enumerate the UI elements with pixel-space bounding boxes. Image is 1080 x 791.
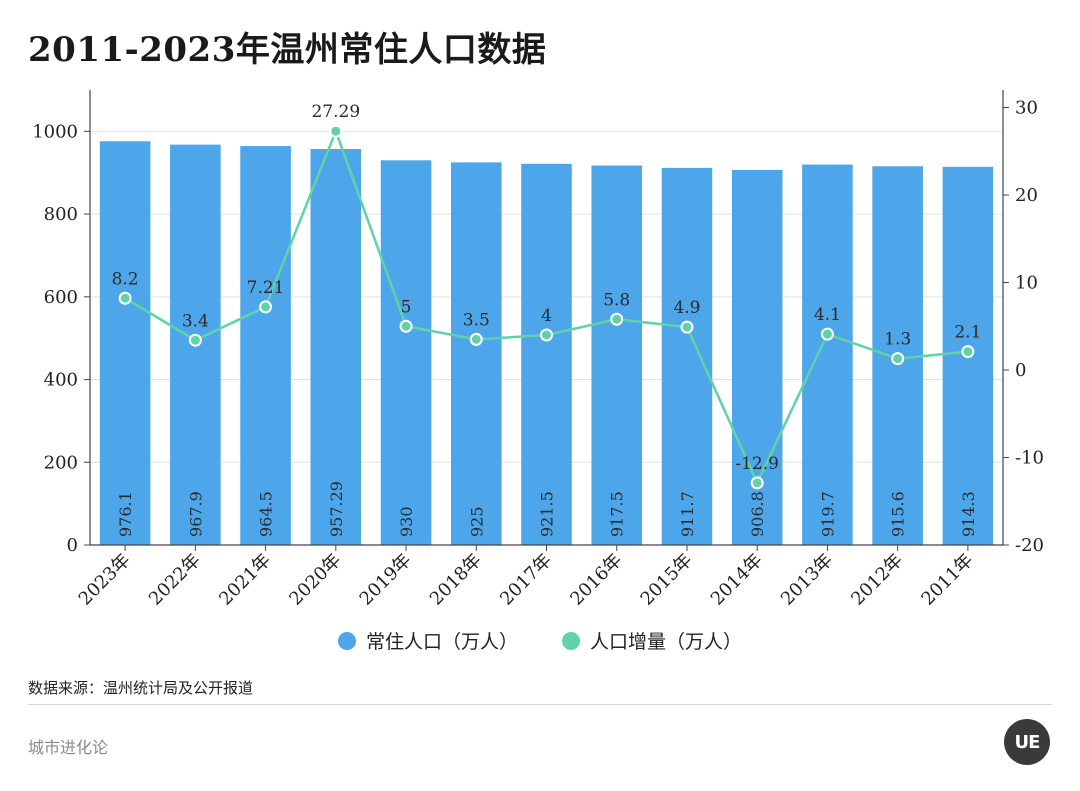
line-point bbox=[540, 328, 553, 342]
legend-label-population: 常住人口（万人） bbox=[365, 631, 518, 653]
legend-swatch-population bbox=[337, 631, 356, 650]
line-point-label: 4.9 bbox=[673, 298, 700, 318]
line-point bbox=[820, 327, 834, 341]
bar-label: 967.9 bbox=[186, 491, 205, 537]
line-point bbox=[750, 476, 764, 490]
line-point-label: 5.8 bbox=[603, 290, 630, 310]
line-point bbox=[259, 300, 273, 314]
y-left-tick-label: 400 bbox=[44, 370, 78, 391]
line-series bbox=[118, 124, 975, 490]
line-point-label: 8.2 bbox=[112, 269, 139, 289]
line-point bbox=[118, 291, 132, 305]
x-tick-label: 2019年 bbox=[356, 550, 416, 610]
y-left-tick-label: 1000 bbox=[32, 121, 78, 142]
bar-label: 917.5 bbox=[608, 491, 627, 537]
bar bbox=[521, 163, 572, 545]
x-tick-label: 2018年 bbox=[426, 550, 486, 610]
line-point-label: 3.4 bbox=[182, 311, 209, 331]
x-tick-label: 2017年 bbox=[496, 550, 556, 610]
bar-label: 925 bbox=[467, 506, 486, 537]
x-tick-label: 2013年 bbox=[777, 550, 837, 610]
line-point-label: 4.1 bbox=[814, 305, 841, 325]
x-tick-label: 2021年 bbox=[215, 550, 275, 610]
y-left-tick-label: 0 bbox=[67, 535, 78, 556]
bar bbox=[591, 165, 643, 545]
line-point-label: 5 bbox=[401, 297, 412, 317]
legend-swatch-increment bbox=[562, 631, 580, 650]
page-title: 2011-2023年温州常住人口数据 bbox=[28, 30, 547, 70]
bar-label: 919.7 bbox=[818, 491, 837, 537]
x-tick-label: 2020年 bbox=[285, 550, 345, 610]
line-point bbox=[961, 345, 975, 359]
bar-label: 906.8 bbox=[748, 491, 767, 537]
y-right-tick-label: 30 bbox=[1015, 98, 1038, 119]
x-tick-label: 2016年 bbox=[566, 550, 626, 610]
legend: 常住人口（万人） 人口增量（万人） bbox=[0, 627, 1080, 654]
bar bbox=[99, 141, 151, 545]
y-left-tick-label: 800 bbox=[44, 204, 78, 225]
line-point bbox=[891, 352, 905, 366]
line-labels: 8.2 3.4 7.21 27.29 5 3.5 4 5.8 4.9 -12.9 4.1 1.3 2.1 bbox=[112, 102, 982, 474]
x-tick-label: 2012年 bbox=[847, 550, 907, 610]
data-source-note: 数据来源：温州统计局及公开报道 bbox=[28, 679, 254, 697]
y-right-tick-label: 0 bbox=[1015, 360, 1026, 381]
line-point-label: 7.21 bbox=[247, 278, 285, 298]
line-point bbox=[610, 312, 624, 326]
bar bbox=[240, 146, 291, 545]
bar bbox=[380, 160, 432, 545]
legend-item-increment[interactable]: 人口增量（万人） bbox=[562, 627, 742, 654]
x-tick-label: 2014年 bbox=[707, 550, 767, 610]
x-tick-label: 2015年 bbox=[637, 550, 697, 610]
line-point-label: 27.29 bbox=[311, 102, 360, 122]
line-point bbox=[399, 319, 413, 333]
bar-label: 976.1 bbox=[116, 491, 135, 537]
bar bbox=[310, 149, 362, 546]
line-point bbox=[188, 333, 202, 347]
legend-item-population[interactable]: 常住人口（万人） bbox=[337, 627, 518, 654]
y-right-tick-label: -20 bbox=[1015, 535, 1044, 556]
x-tick-label: 2023年 bbox=[75, 550, 135, 610]
line-point-label: 1.3 bbox=[884, 330, 911, 350]
line-point-label: 4 bbox=[541, 306, 552, 326]
bar-labels: 976.1 967.9 964.5 957.29 930 925 921.5 917.5 911… bbox=[116, 481, 978, 537]
bar-label: 957.29 bbox=[327, 481, 346, 537]
bar bbox=[802, 164, 853, 545]
bar-series bbox=[99, 141, 994, 546]
y-left-tick-label: 600 bbox=[44, 287, 78, 308]
line-point bbox=[680, 320, 694, 334]
x-tick-labels: 2023年 2022年 2021年 2020年 2019年 2018年 2017年 2016年… bbox=[75, 545, 977, 610]
line-point-label: -12.9 bbox=[735, 454, 779, 474]
brand-logo: UE bbox=[1004, 719, 1050, 765]
line-point bbox=[469, 332, 483, 346]
divider bbox=[28, 704, 1052, 705]
y-right-tick-label: 10 bbox=[1015, 273, 1038, 294]
y-left-tick-label: 200 bbox=[44, 452, 78, 473]
bar bbox=[661, 167, 713, 545]
line-point bbox=[329, 124, 343, 138]
y-right-tick-label: -10 bbox=[1015, 448, 1044, 469]
bar-label: 914.3 bbox=[959, 491, 978, 537]
bar-label: 921.5 bbox=[538, 491, 557, 537]
bar-label: 930 bbox=[397, 506, 416, 537]
footer-brand: 城市进化论 bbox=[28, 738, 109, 757]
legend-label-increment: 人口增量（万人） bbox=[590, 631, 743, 653]
bar-label: 964.5 bbox=[257, 491, 276, 537]
bar-label: 915.6 bbox=[889, 491, 908, 537]
axes: 0 200 400 600 800 1000 -20 -10 0 10 20 30 bbox=[32, 90, 1044, 556]
bar bbox=[450, 162, 502, 546]
bar-label: 911.7 bbox=[678, 491, 697, 537]
x-tick-label: 2022年 bbox=[145, 550, 205, 610]
x-tick-label: 2011年 bbox=[917, 550, 977, 610]
y-right-tick-label: 20 bbox=[1015, 185, 1038, 206]
line-point-label: 3.5 bbox=[463, 310, 490, 330]
line-point-label: 2.1 bbox=[954, 323, 981, 343]
